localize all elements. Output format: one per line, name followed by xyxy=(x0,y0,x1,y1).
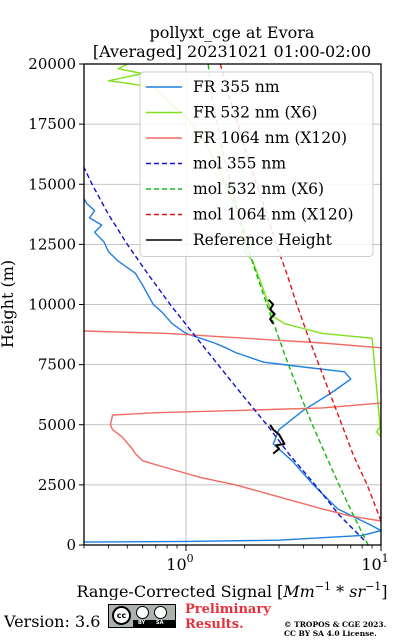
series-line-0 xyxy=(84,198,381,543)
cc-by-label: BY xyxy=(138,620,146,626)
y-tick-label: 7500 xyxy=(38,356,76,374)
footer: Version: 3.6 cc BY SA Preliminary Result… xyxy=(0,600,400,640)
cc-license-badge: cc BY SA xyxy=(108,604,176,628)
lidar-signal-chart: pollyxt_cge at Evora [Averaged] 20231021… xyxy=(0,23,389,600)
chart-title-line2: [Averaged] 20231021 01:00-02:00 xyxy=(93,42,371,61)
series-line-2 xyxy=(84,330,381,522)
preliminary-line1: Preliminary xyxy=(185,602,271,617)
legend: FR 355 nm FR 532 nm (X6) FR 1064 nm (X120)… xyxy=(139,71,374,257)
preliminary-line2: Results. xyxy=(185,617,244,632)
y-tick-label: 10000 xyxy=(28,296,76,314)
x-axis: 100 101 xyxy=(83,545,389,574)
copyright-line1: © TROPOS & CGE 2023. xyxy=(284,620,387,629)
y-tick-label: 0 xyxy=(66,536,76,554)
person-icon xyxy=(136,606,149,619)
legend-label-3: mol 355 nm xyxy=(193,155,286,173)
series-line-6 xyxy=(269,424,286,455)
y-tick-label: 2500 xyxy=(38,476,76,494)
legend-label-0: FR 355 nm xyxy=(193,78,280,96)
legend-label-6: Reference Height xyxy=(193,231,333,249)
legend-label-1: FR 532 nm (X6) xyxy=(193,104,317,122)
legend-label-4: mol 532 nm (X6) xyxy=(193,180,324,198)
copyright-notice: © TROPOS & CGE 2023. CC BY SA 4.0 Licens… xyxy=(284,620,386,638)
copyright-line2: CC BY SA 4.0 License. xyxy=(284,629,377,638)
legend-label-5: mol 1064 nm (X120) xyxy=(193,206,354,224)
legend-label-2: FR 1064 nm (X120) xyxy=(193,129,347,147)
series-line-5 xyxy=(219,64,381,522)
y-tick-label: 5000 xyxy=(38,416,76,434)
y-axis: 0 2500 5000 7500 10000 12500 15000 17500 20000 xyxy=(28,55,84,554)
y-axis-label: Height (m) xyxy=(0,260,17,348)
cc-logo-icon: cc xyxy=(112,606,131,625)
x-tick-label: 101 xyxy=(361,552,388,574)
y-tick-label: 12500 xyxy=(28,235,76,253)
cc-sa-label: SA xyxy=(156,620,164,626)
y-tick-label: 15000 xyxy=(28,175,76,193)
x-tick-label: 100 xyxy=(166,552,193,574)
chart-title-line1: pollyxt_cge at Evora xyxy=(150,23,315,42)
series-line-3 xyxy=(84,167,365,541)
legend-box xyxy=(139,71,374,257)
y-tick-label: 17500 xyxy=(28,115,76,133)
version-text: Version: 3.6 xyxy=(4,612,101,631)
preliminary-notice: Preliminary Results. xyxy=(185,602,271,632)
y-tick-label: 20000 xyxy=(28,55,76,73)
x-axis-label: Range-Corrected Signal [Mm−1 * sr−1] xyxy=(76,580,387,600)
series-line-6 xyxy=(267,299,276,325)
share-alike-icon xyxy=(154,606,167,619)
